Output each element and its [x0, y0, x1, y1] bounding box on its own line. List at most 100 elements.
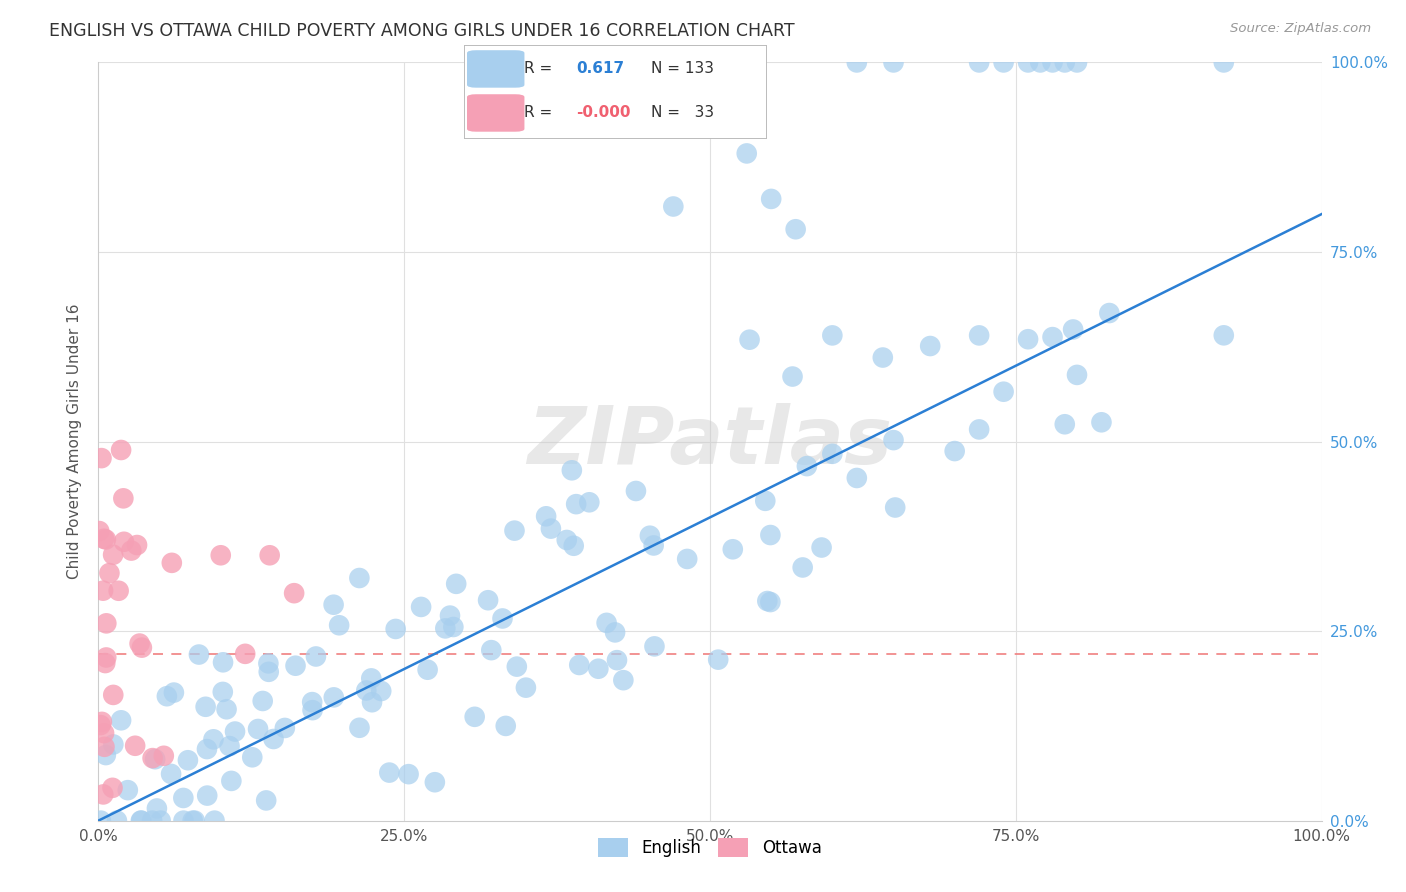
Point — [91, 583, 114, 598]
Point — [328, 618, 350, 632]
Point — [735, 146, 758, 161]
Point — [1212, 328, 1234, 343]
Point — [756, 594, 779, 608]
Point — [247, 722, 270, 736]
Point — [90, 814, 112, 828]
Point — [676, 552, 699, 566]
Point — [93, 726, 115, 740]
Point — [588, 662, 610, 676]
Point — [224, 724, 246, 739]
Point — [624, 483, 647, 498]
Legend: English, Ottawa: English, Ottawa — [591, 830, 830, 865]
Point — [103, 738, 125, 752]
Point — [89, 524, 111, 538]
Point — [495, 719, 517, 733]
Point — [1017, 332, 1039, 346]
Point — [254, 793, 277, 807]
Point — [810, 541, 832, 555]
Point — [883, 55, 905, 70]
FancyBboxPatch shape — [467, 95, 524, 132]
Point — [821, 447, 844, 461]
Point — [101, 780, 124, 795]
Point — [322, 598, 344, 612]
Point — [578, 495, 600, 509]
Point — [555, 533, 578, 547]
Point — [356, 683, 378, 698]
Point — [1098, 306, 1121, 320]
Point — [107, 583, 129, 598]
Point — [370, 684, 392, 698]
Point — [211, 685, 233, 699]
Point — [361, 695, 384, 709]
Point — [257, 657, 280, 671]
Point — [643, 640, 665, 654]
Point — [284, 658, 307, 673]
Point — [117, 783, 139, 797]
Point — [259, 548, 281, 563]
Point — [444, 577, 467, 591]
Point — [565, 497, 588, 511]
Point — [98, 566, 121, 580]
Point — [759, 595, 782, 609]
Point — [561, 463, 583, 477]
Point — [120, 543, 142, 558]
Point — [1090, 415, 1112, 429]
Point — [149, 814, 172, 828]
Point — [212, 655, 235, 669]
Point — [204, 814, 226, 828]
Point — [707, 653, 730, 667]
Point — [96, 616, 118, 631]
Point — [156, 689, 179, 703]
Point — [257, 665, 280, 679]
Point — [612, 673, 634, 688]
Point — [411, 599, 433, 614]
Point — [540, 522, 562, 536]
Point — [172, 791, 194, 805]
Text: R =: R = — [524, 105, 553, 120]
Point — [503, 524, 526, 538]
Point — [112, 534, 135, 549]
Point — [920, 339, 942, 353]
Point — [215, 702, 238, 716]
Point — [491, 611, 513, 625]
Text: N = 133: N = 133 — [651, 62, 714, 77]
Point — [883, 433, 905, 447]
Point — [218, 739, 240, 753]
Point — [441, 620, 464, 634]
Point — [112, 491, 135, 506]
Point — [94, 533, 117, 547]
Point — [110, 714, 132, 728]
Point — [240, 750, 263, 764]
Point — [181, 814, 204, 828]
Point — [153, 748, 176, 763]
Point — [754, 493, 776, 508]
Point — [233, 647, 256, 661]
Point — [93, 532, 115, 546]
Point — [128, 636, 150, 650]
Point — [131, 814, 153, 828]
Point — [796, 459, 818, 474]
Point — [90, 718, 112, 732]
Point — [301, 695, 323, 709]
Point — [606, 653, 628, 667]
Point — [1042, 330, 1064, 344]
Point — [101, 548, 124, 562]
Point — [1053, 55, 1076, 70]
Point — [90, 451, 112, 466]
Point — [103, 688, 125, 702]
Point — [943, 444, 966, 458]
Point — [821, 328, 844, 343]
Point — [322, 690, 344, 705]
Point — [91, 788, 114, 802]
Point — [131, 640, 153, 655]
Point — [263, 731, 285, 746]
Point — [643, 539, 665, 553]
Point — [194, 699, 217, 714]
Point — [721, 542, 744, 557]
Point — [209, 548, 232, 563]
Text: N =   33: N = 33 — [651, 105, 714, 120]
Point — [845, 471, 868, 485]
Point — [378, 765, 401, 780]
Point — [143, 752, 166, 766]
Point — [662, 199, 685, 213]
